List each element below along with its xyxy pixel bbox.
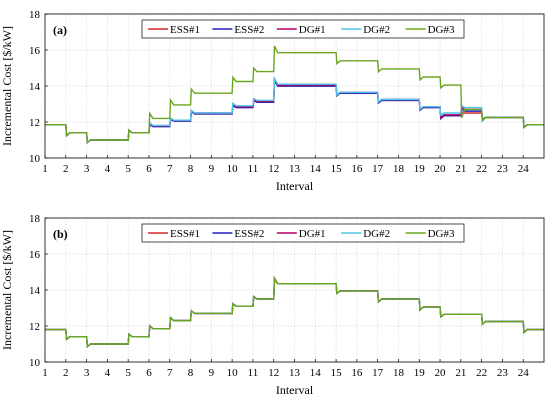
y-tick-label: 14 — [29, 285, 41, 297]
x-tick-label: 24 — [518, 367, 530, 379]
x-tick-label: 3 — [84, 367, 90, 379]
x-tick-label: 14 — [310, 367, 322, 379]
x-tick-label: 15 — [331, 367, 343, 379]
x-tick-label: 11 — [248, 367, 259, 379]
legend-box — [141, 223, 465, 243]
y-axis-label: Incremental Cost [$/kW] — [0, 230, 14, 350]
x-tick-label: 18 — [393, 163, 405, 175]
x-tick-label: 10 — [227, 163, 239, 175]
x-tick-label: 1 — [42, 163, 48, 175]
x-tick-label: 20 — [435, 163, 447, 175]
series-line-dg3 — [45, 275, 544, 348]
x-tick-label: 2 — [63, 367, 69, 379]
y-tick-label: 16 — [29, 249, 41, 261]
legend-label: ESS#1 — [170, 24, 200, 36]
x-tick-label: 9 — [209, 163, 215, 175]
x-tick-label: 14 — [310, 163, 322, 175]
x-tick-label: 23 — [497, 163, 509, 175]
y-tick-label: 14 — [29, 81, 41, 93]
x-tick-label: 5 — [125, 163, 131, 175]
x-tick-label: 12 — [268, 367, 279, 379]
x-tick-label: 12 — [268, 163, 279, 175]
y-tick-label: 12 — [29, 117, 40, 129]
y-tick-label: 12 — [29, 321, 40, 333]
x-tick-label: 7 — [167, 163, 173, 175]
legend-label: DG#3 — [428, 228, 455, 240]
legend-label: DG#2 — [363, 24, 390, 36]
legend-label: DG#2 — [363, 228, 390, 240]
x-tick-label: 17 — [372, 163, 384, 175]
chart-panel-a: 1 2 3 4 5 6 7 8 9 10 11 12 13 14 15 16 17 18 19 20 21 22 23 241… — [0, 9, 545, 193]
x-tick-label: 22 — [476, 163, 487, 175]
x-tick-label: 6 — [146, 367, 152, 379]
x-tick-label: 9 — [209, 367, 215, 379]
x-tick-label: 19 — [414, 367, 426, 379]
x-tick-label: 7 — [167, 367, 173, 379]
y-tick-label: 18 — [29, 213, 41, 225]
x-tick-label: 13 — [289, 367, 301, 379]
x-axis-label: Interval — [276, 179, 314, 193]
x-tick-label: 10 — [227, 367, 239, 379]
y-tick-label: 16 — [29, 45, 41, 57]
x-tick-label: 24 — [518, 163, 530, 175]
x-tick-label: 3 — [84, 163, 90, 175]
chart-panel-b: 1 2 3 4 5 6 7 8 9 10 11 12 13 14 15 16 17 18 19 20 21 22 23 241… — [0, 213, 545, 397]
y-axis-label: Incremental Cost [$/kW] — [0, 26, 14, 146]
legend-box — [141, 19, 465, 39]
x-axis-label: Interval — [276, 383, 314, 397]
x-tick-label: 21 — [455, 367, 466, 379]
y-tick-label: 18 — [29, 9, 41, 21]
x-tick-label: 19 — [414, 163, 426, 175]
x-tick-label: 22 — [476, 367, 487, 379]
y-tick-label: 10 — [29, 357, 41, 369]
legend-label: DG#1 — [299, 228, 326, 240]
x-tick-label: 4 — [105, 163, 111, 175]
x-tick-label: 17 — [372, 367, 384, 379]
x-tick-label: 4 — [105, 367, 111, 379]
x-tick-label: 5 — [125, 367, 131, 379]
panel-label: (a) — [53, 23, 67, 37]
x-tick-label: 16 — [351, 367, 363, 379]
x-tick-label: 21 — [455, 163, 466, 175]
x-tick-label: 1 — [42, 367, 48, 379]
x-tick-label: 8 — [188, 163, 194, 175]
y-tick-label: 10 — [29, 153, 41, 165]
series-line-dg3 — [45, 45, 544, 144]
panel-label: (b) — [53, 227, 68, 241]
legend-label: DG#1 — [299, 24, 326, 36]
x-tick-label: 16 — [351, 163, 363, 175]
x-tick-label: 2 — [63, 163, 69, 175]
x-tick-label: 15 — [331, 163, 343, 175]
x-tick-label: 6 — [146, 163, 152, 175]
x-tick-label: 23 — [497, 367, 509, 379]
x-tick-label: 13 — [289, 163, 301, 175]
x-tick-label: 8 — [188, 367, 194, 379]
legend-label: ESS#2 — [234, 228, 264, 240]
x-tick-label: 20 — [435, 367, 447, 379]
x-tick-label: 18 — [393, 367, 405, 379]
legend-label: ESS#1 — [170, 228, 200, 240]
legend-label: DG#3 — [428, 24, 455, 36]
legend-label: ESS#2 — [234, 24, 264, 36]
x-tick-label: 11 — [248, 163, 259, 175]
